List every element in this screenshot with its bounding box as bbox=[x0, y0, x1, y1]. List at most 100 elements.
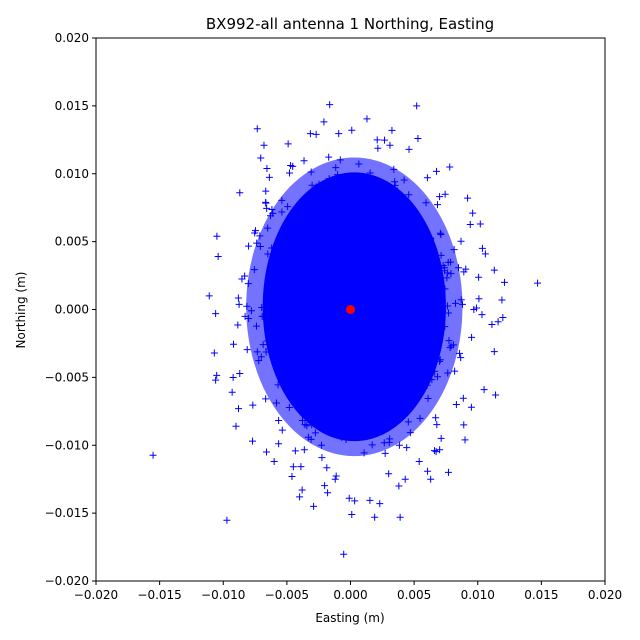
data-point bbox=[411, 298, 419, 306]
data-point bbox=[391, 181, 399, 189]
data-point bbox=[302, 277, 310, 285]
data-point bbox=[232, 422, 240, 430]
data-point bbox=[360, 332, 368, 340]
data-point bbox=[312, 326, 320, 334]
data-point bbox=[255, 357, 263, 365]
data-point bbox=[295, 314, 303, 322]
data-point bbox=[398, 241, 406, 249]
reference-point bbox=[346, 305, 355, 314]
data-point bbox=[390, 231, 398, 239]
data-point bbox=[405, 290, 413, 298]
data-point bbox=[301, 196, 309, 204]
data-point bbox=[376, 280, 384, 288]
data-point bbox=[343, 355, 351, 363]
data-point bbox=[319, 331, 327, 339]
data-point bbox=[414, 363, 422, 371]
data-point bbox=[361, 307, 369, 315]
data-point bbox=[339, 294, 347, 302]
data-point bbox=[294, 263, 302, 271]
data-point bbox=[369, 245, 377, 253]
data-point bbox=[338, 413, 346, 421]
data-point bbox=[294, 341, 302, 349]
data-point bbox=[318, 235, 326, 243]
data-point bbox=[381, 288, 389, 296]
data-point bbox=[368, 322, 376, 330]
data-point bbox=[311, 279, 319, 287]
data-point bbox=[308, 281, 316, 289]
data-point bbox=[265, 326, 273, 334]
data-point bbox=[363, 316, 371, 324]
data-point bbox=[337, 332, 345, 340]
data-point bbox=[327, 324, 335, 332]
data-point bbox=[424, 293, 432, 301]
data-point bbox=[354, 180, 362, 188]
data-point bbox=[478, 311, 486, 319]
data-point bbox=[469, 209, 477, 217]
data-point bbox=[358, 246, 366, 254]
data-point bbox=[434, 373, 442, 381]
data-point bbox=[364, 340, 372, 348]
data-point bbox=[354, 373, 362, 381]
data-point bbox=[386, 385, 394, 393]
data-point bbox=[403, 374, 411, 382]
data-point bbox=[299, 261, 307, 269]
data-point bbox=[270, 458, 278, 466]
x-tick-label: 0.000 bbox=[333, 588, 367, 602]
data-point bbox=[334, 365, 342, 373]
data-point bbox=[317, 384, 325, 392]
data-point bbox=[389, 246, 397, 254]
data-point bbox=[265, 345, 273, 353]
data-point bbox=[498, 296, 506, 304]
data-point bbox=[407, 261, 415, 269]
data-point bbox=[326, 402, 334, 410]
data-point bbox=[340, 260, 348, 268]
data-point bbox=[278, 318, 286, 326]
data-point bbox=[262, 395, 270, 403]
data-point bbox=[457, 296, 465, 304]
data-point bbox=[363, 390, 371, 398]
data-point bbox=[467, 403, 475, 411]
data-point bbox=[423, 337, 431, 345]
data-point bbox=[375, 304, 383, 312]
data-point bbox=[368, 266, 376, 274]
data-point bbox=[328, 345, 336, 353]
data-point bbox=[399, 316, 407, 324]
data-point bbox=[263, 448, 271, 456]
data-point bbox=[289, 388, 297, 396]
data-point bbox=[478, 244, 486, 252]
data-point bbox=[441, 190, 449, 198]
y-axis-label: Northing (m) bbox=[14, 272, 28, 349]
data-point bbox=[325, 281, 333, 289]
data-point bbox=[328, 310, 336, 318]
data-point bbox=[457, 237, 465, 245]
data-point bbox=[360, 295, 368, 303]
data-point bbox=[350, 324, 358, 332]
data-point bbox=[324, 219, 332, 227]
data-point bbox=[381, 258, 389, 266]
data-point bbox=[411, 297, 419, 305]
data-point bbox=[340, 241, 348, 249]
data-point bbox=[481, 250, 489, 258]
data-point bbox=[363, 115, 371, 123]
data-point bbox=[315, 319, 323, 327]
data-point bbox=[293, 247, 301, 255]
data-point bbox=[386, 196, 394, 204]
data-point bbox=[436, 446, 444, 454]
data-point bbox=[366, 496, 374, 504]
data-point bbox=[423, 367, 431, 375]
y-tick-label: 0.020 bbox=[55, 31, 89, 45]
data-point bbox=[275, 272, 283, 280]
data-point bbox=[349, 343, 357, 351]
data-point bbox=[366, 169, 374, 177]
data-point bbox=[267, 212, 275, 220]
data-point bbox=[298, 260, 306, 268]
data-point bbox=[341, 402, 349, 410]
data-point bbox=[396, 209, 404, 217]
data-point bbox=[301, 234, 309, 242]
data-point bbox=[390, 299, 398, 307]
data-point bbox=[291, 337, 299, 345]
data-point bbox=[300, 366, 308, 374]
data-point bbox=[359, 352, 367, 360]
data-point bbox=[390, 335, 398, 343]
